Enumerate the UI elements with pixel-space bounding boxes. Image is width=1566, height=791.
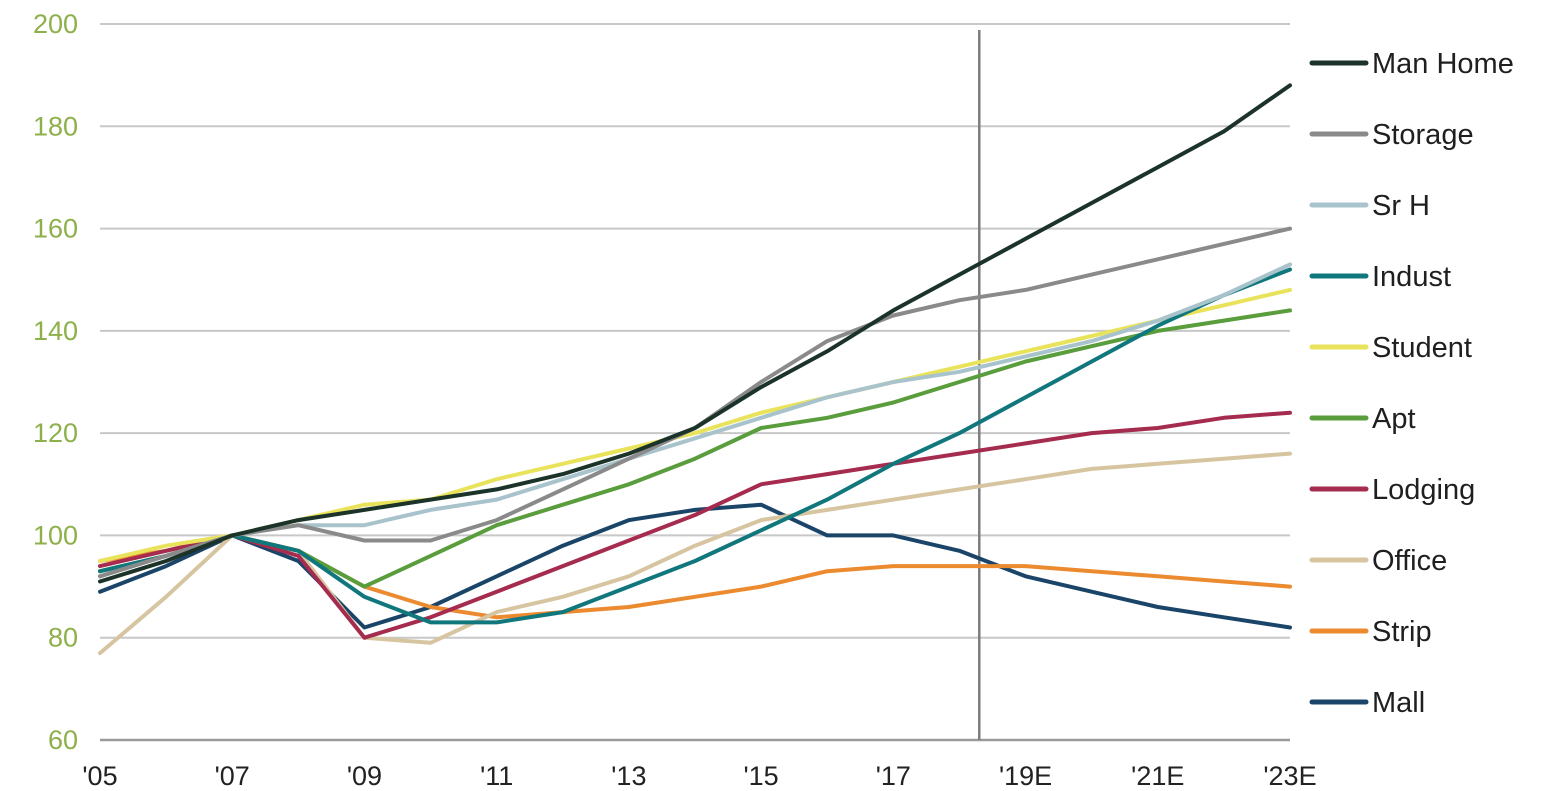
legend-item-apt: Apt — [1309, 403, 1416, 435]
x-tick-label: '07 — [215, 761, 250, 791]
y-tick-label: 100 — [33, 520, 78, 550]
legend-label: Office — [1372, 545, 1447, 577]
x-tick-label: '19E — [999, 761, 1052, 791]
y-axis-tick-labels: 60 80 100 120 140 160 180 200 — [33, 9, 78, 755]
series-line-lodging — [98, 410, 1292, 640]
x-tick-label: '23E — [1263, 761, 1316, 791]
grid-lines — [100, 23, 1290, 742]
y-tick-label: 160 — [33, 214, 78, 244]
legend-item-storage: Storage — [1309, 119, 1474, 151]
x-tick-label: '21E — [1131, 761, 1184, 791]
legend-item-office: Office — [1309, 545, 1447, 577]
x-tick-label: '09 — [347, 761, 382, 791]
legend-label: Strip — [1372, 616, 1432, 648]
series-line-man-home — [98, 83, 1292, 584]
legend-item-indust: Indust — [1309, 261, 1451, 293]
y-tick-label: 200 — [33, 9, 78, 39]
x-tick-label: '17 — [876, 761, 911, 791]
series-line-mall — [98, 502, 1292, 630]
legend-label: Student — [1372, 332, 1472, 364]
legend-label: Lodging — [1372, 474, 1475, 506]
legend-label: Mall — [1372, 687, 1425, 719]
legend-label: Man Home — [1372, 48, 1514, 80]
x-tick-label: '13 — [611, 761, 646, 791]
x-tick-label: '15 — [744, 761, 779, 791]
legend-label: Storage — [1372, 119, 1474, 151]
legend-item-lodging: Lodging — [1309, 474, 1475, 506]
series-line-indust — [98, 267, 1292, 625]
legend-label: Sr H — [1372, 190, 1430, 222]
legend: Man Home Storage Sr H Indust Student Apt Lodgi… — [1309, 48, 1514, 719]
y-tick-label: 180 — [33, 111, 78, 141]
legend-label: Apt — [1372, 403, 1416, 435]
x-tick-label: '11 — [480, 761, 513, 791]
y-tick-label: 120 — [33, 418, 78, 448]
series-lines — [98, 83, 1292, 656]
x-axis-tick-labels: '05 '07 '09 '11 '13 '15 '17 '19E '21E '23E — [82, 761, 1316, 791]
legend-item-mall: Mall — [1309, 687, 1425, 719]
legend-item-strip: Strip — [1309, 616, 1432, 648]
y-tick-label: 140 — [33, 316, 78, 346]
legend-item-sr-h: Sr H — [1309, 190, 1430, 222]
legend-item-man-home: Man Home — [1309, 48, 1514, 80]
x-tick-label: '05 — [82, 761, 117, 791]
y-tick-label: 80 — [48, 623, 78, 653]
legend-item-student: Student — [1309, 332, 1472, 364]
legend-label: Indust — [1372, 261, 1451, 293]
y-tick-label: 60 — [48, 725, 78, 755]
